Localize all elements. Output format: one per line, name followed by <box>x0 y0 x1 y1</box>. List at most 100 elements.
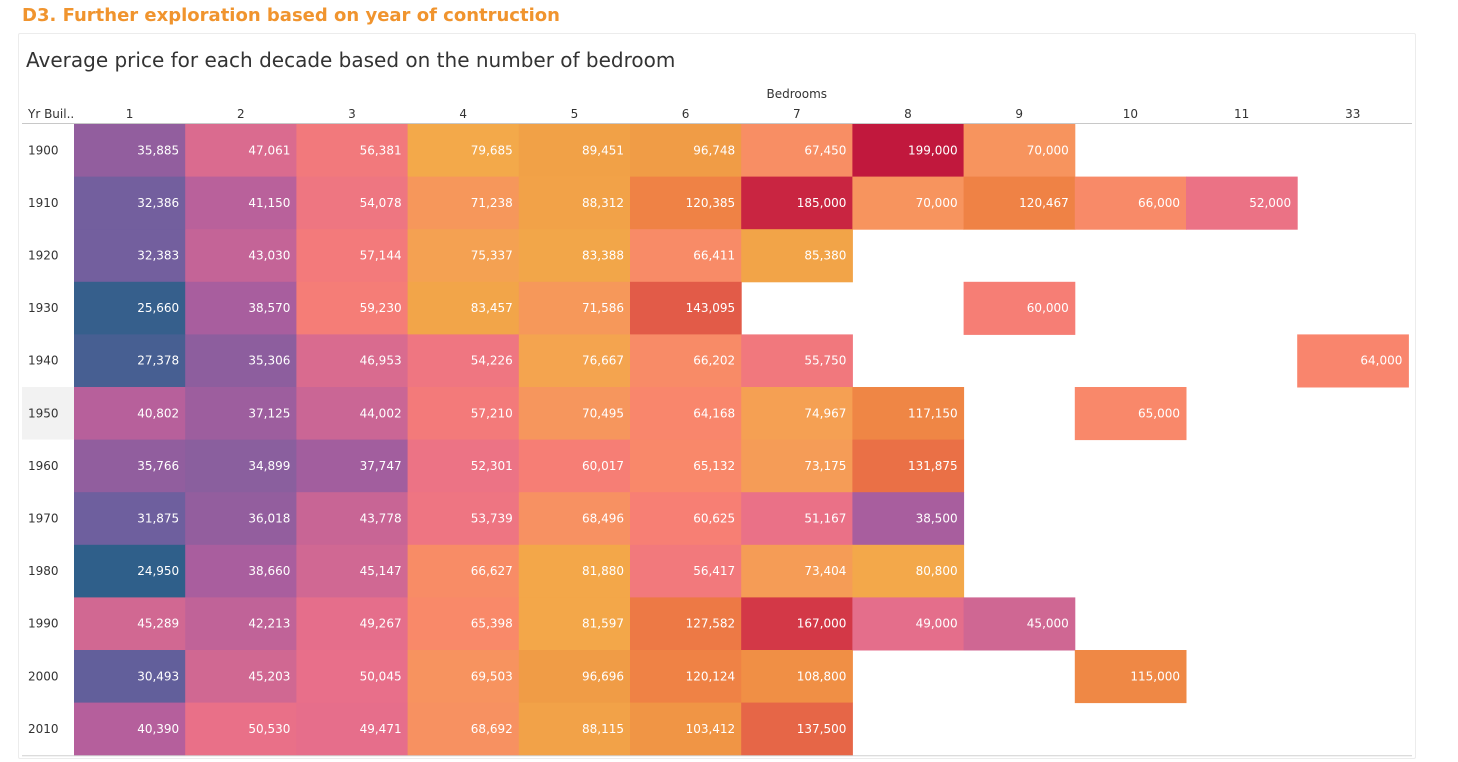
heatmap-cell[interactable] <box>518 281 631 335</box>
heatmap-cell[interactable] <box>407 124 520 178</box>
heatmap-cell[interactable] <box>74 124 186 178</box>
heatmap-cell[interactable] <box>963 124 1076 178</box>
heatmap-cell[interactable] <box>407 702 520 756</box>
heatmap-cell[interactable] <box>741 492 853 546</box>
heatmap-cell[interactable] <box>741 702 853 756</box>
heatmap-cell[interactable] <box>407 439 520 493</box>
heatmap-cell[interactable] <box>852 387 965 441</box>
heatmap-cell[interactable] <box>185 281 297 335</box>
heatmap-cell[interactable] <box>185 650 297 704</box>
heatmap-cell[interactable] <box>1186 176 1298 230</box>
heatmap-cell[interactable] <box>185 176 297 230</box>
heatmap-cell[interactable] <box>741 387 853 441</box>
heatmap-cell[interactable] <box>407 334 520 388</box>
heatmap-cell[interactable] <box>518 544 631 598</box>
heatmap-cell[interactable] <box>185 439 297 493</box>
heatmap-cell[interactable] <box>630 702 742 756</box>
heatmap-cell[interactable] <box>185 334 297 388</box>
heatmap-cell[interactable] <box>74 176 186 230</box>
heatmap-cell[interactable] <box>407 492 520 546</box>
heatmap-cell[interactable] <box>852 597 965 651</box>
heatmap-cell[interactable] <box>630 597 742 651</box>
heatmap-cell[interactable] <box>741 229 853 283</box>
heatmap-cell[interactable] <box>1074 650 1187 704</box>
heatmap-cell[interactable] <box>185 544 297 598</box>
heatmap-cell[interactable] <box>74 544 186 598</box>
heatmap-cell[interactable] <box>407 597 520 651</box>
heatmap-cell[interactable] <box>407 229 520 283</box>
heatmap-cell[interactable] <box>296 439 409 493</box>
heatmap-cell[interactable] <box>407 176 520 230</box>
heatmap-cell[interactable] <box>741 176 853 230</box>
heatmap-cell[interactable] <box>741 597 853 651</box>
heatmap-cell[interactable] <box>296 702 409 756</box>
heatmap-cell[interactable] <box>741 334 853 388</box>
heatmap-cell[interactable] <box>1297 334 1409 388</box>
heatmap-cell[interactable] <box>296 492 409 546</box>
heatmap-cell[interactable] <box>407 650 520 704</box>
heatmap-cell[interactable] <box>1074 176 1187 230</box>
heatmap-cell[interactable] <box>518 650 631 704</box>
heatmap-cell[interactable] <box>518 597 631 651</box>
heatmap-cell[interactable] <box>74 597 186 651</box>
heatmap-cell[interactable] <box>630 281 742 335</box>
heatmap-cell[interactable] <box>296 334 409 388</box>
heatmap-cell[interactable] <box>630 650 742 704</box>
heatmap-cell[interactable] <box>630 334 742 388</box>
heatmap-cell[interactable] <box>74 439 186 493</box>
heatmap-cell[interactable] <box>74 281 186 335</box>
heatmap-cell[interactable] <box>185 229 297 283</box>
heatmap-cell[interactable] <box>407 387 520 441</box>
heatmap-cell[interactable] <box>963 281 1076 335</box>
heatmap-cell[interactable] <box>852 439 965 493</box>
heatmap-cell[interactable] <box>518 124 631 178</box>
heatmap-cell[interactable] <box>407 544 520 598</box>
heatmap-cell[interactable] <box>741 124 853 178</box>
heatmap-cell[interactable] <box>185 597 297 651</box>
heatmap-cell[interactable] <box>296 597 409 651</box>
heatmap-cell[interactable] <box>741 544 853 598</box>
heatmap-cell[interactable] <box>630 229 742 283</box>
heatmap-cell[interactable] <box>518 334 631 388</box>
heatmap-cell[interactable] <box>296 281 409 335</box>
heatmap-cell[interactable] <box>630 439 742 493</box>
heatmap-cell[interactable] <box>74 702 186 756</box>
heatmap-cell[interactable] <box>630 176 742 230</box>
heatmap-cell[interactable] <box>74 650 186 704</box>
heatmap-cell[interactable] <box>296 544 409 598</box>
heatmap-cell[interactable] <box>852 124 965 178</box>
heatmap-cell[interactable] <box>852 544 965 598</box>
heatmap-cell[interactable] <box>185 124 297 178</box>
heatmap-cell[interactable] <box>296 650 409 704</box>
heatmap-cell[interactable] <box>74 387 186 441</box>
heatmap-cell[interactable] <box>963 597 1076 651</box>
heatmap-cell[interactable] <box>630 544 742 598</box>
heatmap-cell[interactable] <box>296 124 409 178</box>
heatmap-cell[interactable] <box>296 387 409 441</box>
heatmap-cell[interactable] <box>518 702 631 756</box>
heatmap-cell[interactable] <box>185 387 297 441</box>
heatmap-cell[interactable] <box>74 492 186 546</box>
heatmap-cell[interactable] <box>852 492 965 546</box>
heatmap-cell[interactable] <box>407 281 520 335</box>
heatmap-cell[interactable] <box>518 387 631 441</box>
heatmap-cell[interactable] <box>630 492 742 546</box>
heatmap-cell[interactable] <box>852 176 965 230</box>
heatmap-cell[interactable] <box>741 439 853 493</box>
heatmap-cell[interactable] <box>518 176 631 230</box>
heatmap-cell[interactable] <box>296 229 409 283</box>
heatmap-cell[interactable] <box>630 124 742 178</box>
heatmap-cell[interactable] <box>296 176 409 230</box>
heatmap-cell[interactable] <box>963 176 1076 230</box>
heatmap-cell[interactable] <box>630 387 742 441</box>
heatmap-cell[interactable] <box>518 229 631 283</box>
heatmap-cell[interactable] <box>741 650 853 704</box>
heatmap-cell[interactable] <box>185 492 297 546</box>
heatmap-cell[interactable] <box>518 439 631 493</box>
heatmap-cell[interactable] <box>518 492 631 546</box>
heatmap-cell[interactable] <box>185 702 297 756</box>
heatmap-cell[interactable] <box>74 334 186 388</box>
heatmap-cell[interactable] <box>74 229 186 283</box>
heatmap-cell[interactable] <box>1074 387 1187 441</box>
